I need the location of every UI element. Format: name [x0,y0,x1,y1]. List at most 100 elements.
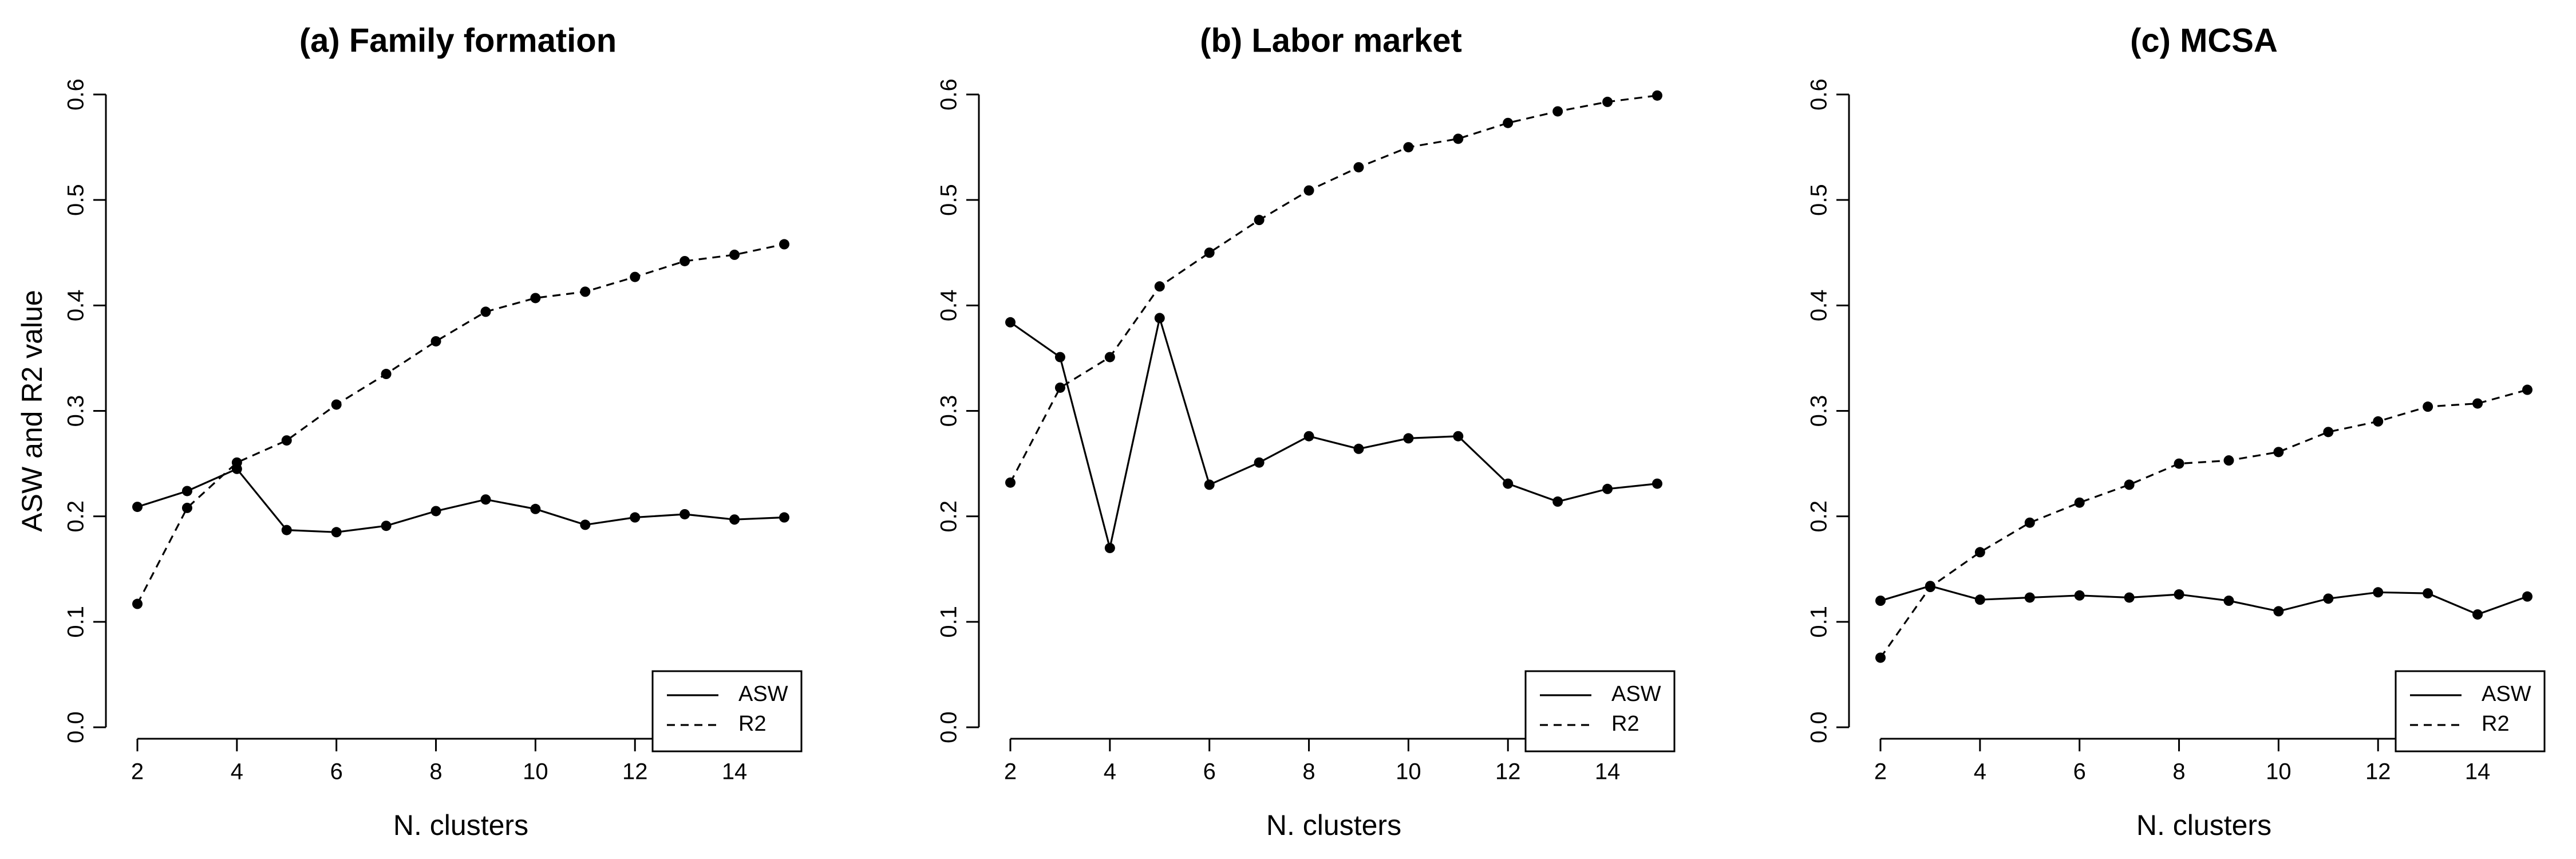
data-point-r2 [1403,142,1414,153]
data-point-asw [1054,352,1065,362]
data-point-r2 [2323,427,2334,438]
legend-label-asw: ASW [1611,682,1661,706]
y-tick-label: 0.1 [64,606,89,638]
data-point-asw [2124,592,2135,603]
legend-box [2395,670,2546,752]
data-point-r2 [1875,652,1886,663]
x-tick-label: 4 [1104,759,1116,785]
data-point-r2 [2373,416,2384,427]
data-point-asw [2273,606,2284,617]
series-line-asw [1010,317,1658,549]
data-point-r2 [331,399,342,410]
x-axis-label: N. clusters [1266,809,1401,841]
data-point-asw [1875,596,1886,606]
data-point-r2 [2074,497,2085,508]
data-point-asw [530,503,541,514]
data-point-asw [630,512,641,523]
legend-label-asw: ASW [2482,682,2531,706]
legend-label-asw: ASW [738,682,788,706]
y-axis-label: ASW and R2 value [16,290,48,531]
data-point-r2 [1652,90,1662,101]
x-tick-label: 6 [2073,759,2086,785]
x-tick-label: 14 [2465,759,2491,785]
data-point-r2 [2174,458,2184,469]
y-tick-label: 0.4 [64,290,89,322]
data-point-asw [2024,592,2035,603]
y-tick-label: 0.4 [1807,290,1832,322]
data-point-asw [1503,478,1514,489]
data-point-r2 [1204,247,1215,258]
data-point-asw [480,494,491,505]
data-point-asw [1005,317,1016,328]
x-tick-label: 8 [1302,759,1315,785]
x-tick-label: 6 [330,759,343,785]
data-point-r2 [2423,401,2433,412]
data-point-r2 [480,306,491,317]
data-point-r2 [1925,582,1935,593]
y-tick-label: 0.3 [64,395,89,427]
data-point-asw [181,486,192,497]
data-point-asw [430,506,441,517]
chart-title: (c) MCSA [2130,22,2278,59]
data-point-asw [2423,588,2433,599]
y-tick-label: 0.1 [1807,606,1832,638]
data-point-r2 [1453,133,1464,144]
data-point-r2 [2024,517,2035,528]
data-point-asw [580,519,591,530]
x-axis-label: N. clusters [2136,809,2271,841]
data-point-asw [1353,443,1364,454]
x-axis-label: N. clusters [393,809,528,841]
x-tick-label: 14 [722,759,748,785]
y-tick-label: 0.6 [937,78,962,111]
data-point-asw [1453,431,1464,442]
data-point-asw [1254,457,1265,468]
data-point-r2 [1154,281,1165,292]
data-point-r2 [2522,384,2532,395]
x-tick-label: 4 [231,759,243,785]
data-point-r2 [1104,352,1115,362]
data-point-r2 [630,271,641,282]
legend-box [1524,670,1676,752]
x-tick-label: 2 [1004,759,1017,785]
y-tick-label: 0.0 [1807,711,1832,743]
legend: ASW R2 [2395,670,2546,752]
data-point-r2 [530,293,541,304]
data-point-r2 [779,239,789,250]
x-tick-label: 2 [1874,759,1887,785]
x-tick-label: 14 [1595,759,1621,785]
x-tick-label: 12 [1495,759,1521,785]
series-line-r2 [136,243,785,605]
series-line-r2 [1879,389,2528,659]
data-point-asw [2373,587,2384,598]
data-point-r2 [381,369,392,380]
y-tick-label: 0.5 [64,184,89,216]
legend: ASW R2 [1524,670,1676,752]
chart-panel-2: (c) MCSA 2 4 6 8 10 12 14 N. clusters 0.0 0.1 0.2 0.… [1807,22,2546,841]
data-point-r2 [1552,106,1563,117]
legend: ASW R2 [651,670,803,752]
x-tick-label: 12 [622,759,648,785]
data-point-r2 [430,336,441,346]
legend-box [651,670,803,752]
data-point-r2 [132,598,143,609]
chart-title: (a) Family formation [299,22,617,59]
y-tick-label: 0.6 [64,78,89,111]
data-point-r2 [1303,185,1314,196]
y-tick-label: 0.1 [937,606,962,638]
data-point-r2 [2472,398,2483,409]
y-tick-label: 0.3 [937,395,962,427]
data-point-asw [2074,590,2085,601]
data-point-asw [331,527,342,538]
data-point-asw [132,502,143,513]
series-line-r2 [1009,94,1658,483]
data-point-asw [729,514,740,525]
data-point-asw [1552,496,1563,507]
series-line-asw [137,467,785,533]
x-tick-label: 10 [523,759,548,785]
data-point-r2 [2124,479,2135,490]
x-tick-label: 8 [429,759,442,785]
y-tick-label: 0.3 [1807,395,1832,427]
x-tick-label: 6 [1203,759,1216,785]
x-tick-label: 10 [1396,759,1421,785]
